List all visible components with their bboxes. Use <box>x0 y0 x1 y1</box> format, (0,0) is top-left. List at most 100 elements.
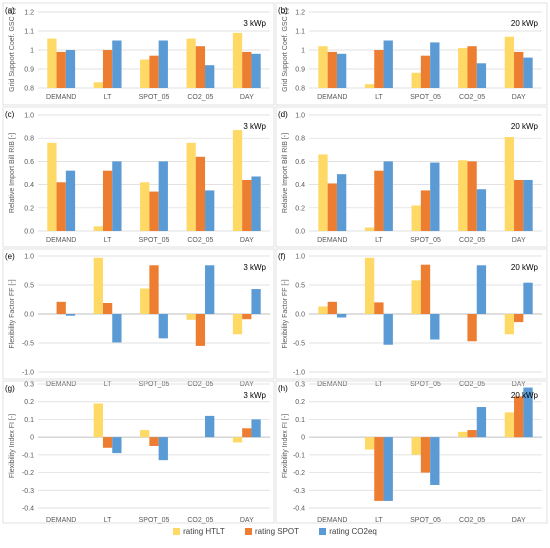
bar <box>327 51 337 88</box>
legend-item-htlt: rating HTLT <box>173 527 225 536</box>
bar <box>383 437 393 501</box>
x-category-label: DAY <box>512 381 526 388</box>
panel-frame <box>2 248 275 380</box>
panel-frame <box>275 248 548 380</box>
bar <box>232 32 243 88</box>
chart-panel: 0.8 0.9 1 1.1 1.2 DEMAND LT SPOT_05 CO2_05 DAY Gri… <box>2 2 275 106</box>
y-axis-title: Grid Support Coef. GSC [-] <box>9 8 16 92</box>
bar <box>205 415 215 438</box>
x-category-label: CO2_05 <box>187 94 213 101</box>
y-tick-label: -1.0 <box>293 370 305 377</box>
bar <box>467 161 477 231</box>
y-tick-label: 0.4 <box>295 182 305 189</box>
y-tick-label: -0.4 <box>22 506 34 513</box>
bar <box>374 437 384 501</box>
bar <box>458 431 468 438</box>
power-label: 3 kWp <box>243 391 266 400</box>
y-tick-label: 0.6 <box>295 159 305 166</box>
x-category-label: CO2_05 <box>459 237 485 244</box>
bar <box>364 84 375 88</box>
bar <box>47 38 57 88</box>
legend-item-co2eq: rating CO2eq <box>319 527 377 536</box>
y-axis-title: Flexibility Index FI [-] <box>282 414 289 478</box>
power-label: 20 kWp <box>511 263 539 272</box>
bar <box>514 51 524 88</box>
bar <box>374 170 384 231</box>
x-category-label: DAY <box>512 237 526 244</box>
bar <box>205 265 215 314</box>
y-tick-label: 1.2 <box>24 10 34 17</box>
bar <box>102 437 113 448</box>
bar <box>374 50 384 88</box>
x-category-label: DAY <box>240 517 254 524</box>
y-tick-label: 0.3 <box>24 382 34 389</box>
panel-frame <box>275 106 548 248</box>
bar <box>56 301 66 314</box>
y-tick-label: 0.3 <box>295 382 305 389</box>
x-category-label: SPOT_05 <box>139 237 170 244</box>
y-tick-label: 0.0 <box>295 312 305 319</box>
y-tick-label: -0.2 <box>22 470 34 477</box>
bar <box>523 282 533 314</box>
bar <box>430 162 440 231</box>
y-tick-label: 0.2 <box>295 399 305 406</box>
x-category-label: DEMAND <box>46 517 76 524</box>
y-tick-label: 1.1 <box>295 29 305 36</box>
chart-panel: -0.4 -0.3 -0.2 -0.1 0 0.1 0.2 0.3 DEMAND LT SPOT_0… <box>2 380 275 524</box>
bar <box>47 142 57 231</box>
bar <box>476 63 487 88</box>
bar <box>232 130 243 231</box>
bar <box>467 430 477 438</box>
bar <box>102 50 113 88</box>
bar <box>232 314 243 335</box>
y-tick-label: 0.8 <box>24 86 34 93</box>
bar <box>251 176 261 231</box>
x-category-label: LT <box>375 517 383 524</box>
x-category-label: CO2_05 <box>187 237 213 244</box>
y-tick-label: 0.1 <box>295 417 305 424</box>
y-tick-label: 0.2 <box>24 205 34 212</box>
chart-panel: -1.0 -0.5 0.0 0.5 1.0 DEMAND LT SPOT_05 CO2_05 DA… <box>2 248 275 388</box>
panel-frame <box>275 2 548 106</box>
bar <box>205 190 215 231</box>
bar <box>411 280 421 314</box>
bar <box>112 161 122 231</box>
y-tick-label: 0.9 <box>24 67 34 74</box>
y-tick-label: -0.1 <box>293 452 305 459</box>
chart-panel: 0.0 0.2 0.4 0.6 0.8 1.0 DEMAND LT SPOT_05 CO2_05 D… <box>275 106 548 248</box>
bar <box>140 288 150 314</box>
x-category-label: DEMAND <box>317 517 347 524</box>
panel-frame <box>2 380 275 524</box>
bar <box>195 156 206 231</box>
bar <box>514 396 524 438</box>
bar <box>242 314 252 320</box>
bar <box>158 40 168 88</box>
legend-swatch-htlt <box>173 528 181 535</box>
x-category-label: LT <box>375 94 383 101</box>
y-axis-title: Flexibility Factor FF [-] <box>9 279 16 348</box>
power-label: 3 kWp <box>243 263 266 272</box>
bar <box>158 314 168 339</box>
y-tick-label: -0.5 <box>22 341 34 348</box>
bar <box>93 403 103 438</box>
bar <box>327 301 337 314</box>
bar <box>251 289 261 314</box>
bar <box>430 314 440 340</box>
bar <box>149 55 159 88</box>
y-tick-label: -0.3 <box>293 488 305 495</box>
bar <box>112 314 122 343</box>
y-tick-label: 0 <box>30 435 34 442</box>
bar <box>158 437 168 461</box>
bar <box>411 205 421 231</box>
chart-panel: 0.0 0.2 0.4 0.6 0.8 1.0 DEMAND LT SPOT_05 CO2_05 D… <box>2 106 275 248</box>
bar <box>514 179 524 231</box>
bar <box>514 314 524 323</box>
power-label: 20 kWp <box>511 122 539 131</box>
bar <box>504 137 515 231</box>
y-tick-label: -0.5 <box>293 341 305 348</box>
y-tick-label: -0.2 <box>293 470 305 477</box>
legend-item-spot: rating SPOT <box>245 527 299 536</box>
x-category-label: LT <box>104 237 112 244</box>
power-label: 3 kWp <box>243 19 266 28</box>
